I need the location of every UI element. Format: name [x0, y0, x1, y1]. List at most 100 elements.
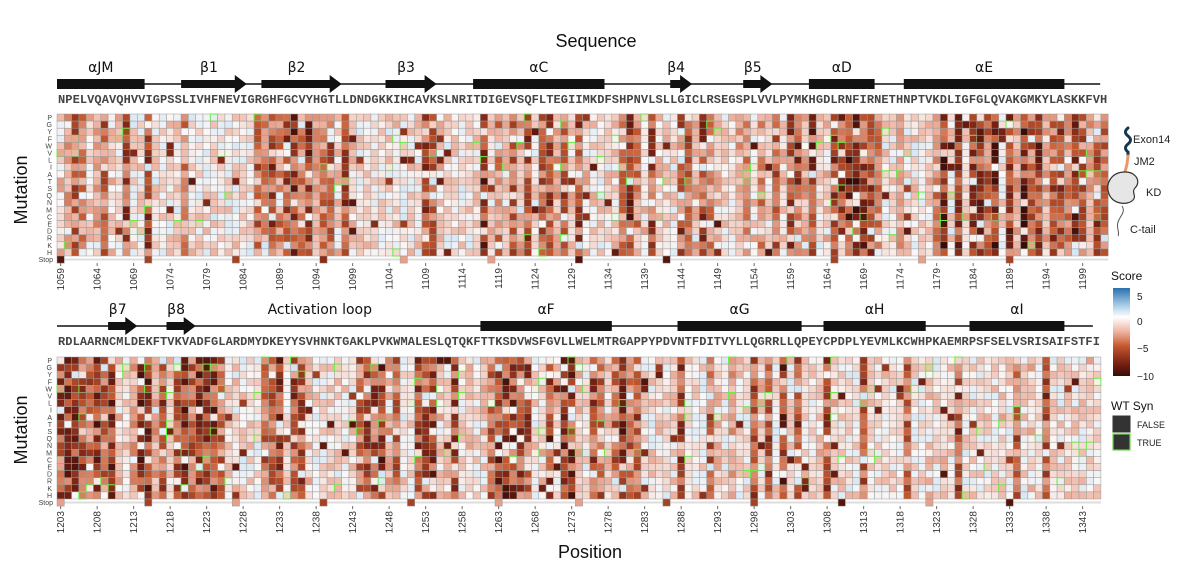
heatmap-cell	[1005, 120, 1014, 129]
heatmap-cell	[487, 213, 496, 221]
heatmap-cell	[458, 363, 467, 372]
heatmap-cell	[268, 170, 277, 179]
heatmap-cell	[611, 241, 620, 250]
heatmap-cell	[633, 198, 642, 207]
heatmap-cell	[122, 463, 131, 471]
heatmap-cell	[764, 241, 773, 250]
heatmap-cell	[188, 363, 196, 372]
heatmap-cell	[56, 213, 65, 221]
heatmap-cell	[677, 206, 686, 214]
heatmap-cell	[231, 156, 240, 164]
heatmap-cell	[589, 191, 598, 200]
heatmap-cell	[786, 184, 795, 193]
heatmap-cell	[487, 420, 496, 429]
heatmap-cell	[742, 234, 751, 243]
heatmap-cell	[326, 198, 335, 207]
heatmap-cell	[429, 142, 437, 150]
heatmap-cell	[589, 135, 598, 143]
heatmap-cell	[283, 406, 291, 415]
heatmap-cell	[640, 363, 649, 372]
heatmap-cell	[691, 241, 700, 250]
heatmap-cell	[472, 449, 481, 457]
heatmap-cell	[538, 127, 547, 136]
heatmap-cell	[1078, 135, 1087, 143]
heatmap-cell	[655, 399, 664, 407]
heatmap-cell	[56, 392, 65, 400]
heatmap-cell	[290, 206, 299, 214]
heatmap-cell	[728, 392, 737, 401]
heatmap-cell	[750, 227, 759, 235]
row-label: I	[50, 165, 52, 172]
heatmap-cell	[509, 170, 518, 179]
heatmap-cell	[611, 420, 620, 429]
heatmap-cell	[209, 113, 219, 122]
heatmap-cell	[217, 456, 226, 464]
heatmap-cell	[998, 149, 1007, 157]
heatmap-cell	[304, 356, 313, 365]
heatmap-cell	[151, 113, 160, 122]
heatmap-cell	[334, 406, 342, 415]
heatmap-cell	[502, 241, 510, 250]
heatmap-cell	[918, 184, 926, 193]
heatmap-cell	[976, 184, 985, 193]
x-tick-label: 1179	[932, 268, 943, 290]
heatmap-cell	[604, 470, 613, 478]
heatmap-cell	[64, 177, 72, 186]
heatmap-cell	[983, 206, 992, 214]
heatmap-cell	[713, 120, 722, 129]
heatmap-cell	[808, 127, 817, 136]
heatmap-cell	[436, 363, 445, 372]
heatmap-cell	[611, 363, 620, 372]
heatmap-cell	[611, 191, 620, 200]
heatmap-cell	[122, 170, 131, 179]
heatmap-cell	[648, 170, 656, 179]
heatmap-cell	[480, 213, 488, 221]
heatmap-cell	[655, 477, 664, 486]
heatmap-cell	[144, 127, 153, 136]
heatmap-cell	[560, 363, 569, 372]
heatmap-cell	[115, 142, 123, 150]
heatmap-cell	[436, 248, 445, 257]
heatmap-cell	[363, 227, 372, 235]
heatmap-cell	[231, 206, 240, 214]
heatmap-cell	[356, 491, 364, 500]
heatmap-cell	[166, 142, 175, 150]
heatmap-cell	[509, 227, 518, 235]
heatmap-cell	[202, 463, 211, 471]
heatmap-cell	[341, 191, 350, 200]
heatmap-cell	[1086, 120, 1094, 129]
heatmap-cell	[421, 198, 430, 207]
heatmap-cell	[633, 470, 642, 478]
heatmap-cell	[297, 234, 306, 243]
heatmap-cell	[801, 127, 810, 136]
heatmap-cell	[56, 434, 65, 443]
heatmap-cell	[691, 434, 700, 443]
heatmap-cell	[114, 134, 124, 143]
heatmap-cell	[158, 120, 167, 129]
heatmap-cell	[582, 378, 591, 386]
heatmap-cell	[100, 456, 109, 464]
heatmap-cell	[1086, 227, 1094, 235]
heatmap-cell	[618, 392, 627, 400]
heatmap-cell	[509, 385, 518, 393]
x-tick-label: 1089	[275, 268, 286, 291]
heatmap-cell	[721, 120, 729, 129]
heatmap-cell	[202, 356, 211, 365]
heatmap-cell	[735, 191, 744, 200]
heatmap-cell	[1064, 127, 1072, 136]
heatmap-cell	[304, 434, 313, 443]
heatmap-cell	[253, 142, 262, 150]
heatmap-cell	[173, 385, 182, 393]
heatmap-cell	[516, 363, 525, 372]
heatmap-cell	[180, 385, 189, 393]
heatmap-cell	[377, 227, 386, 235]
heatmap-cell	[275, 406, 284, 415]
heatmap-cell	[633, 127, 642, 136]
heatmap-cell	[728, 385, 737, 393]
heatmap-cell	[721, 477, 729, 486]
heatmap-cell	[246, 149, 255, 157]
row-label: S	[47, 429, 52, 436]
heatmap-cell	[348, 392, 357, 400]
heatmap-cell	[626, 142, 634, 150]
heatmap-cell	[122, 370, 131, 379]
